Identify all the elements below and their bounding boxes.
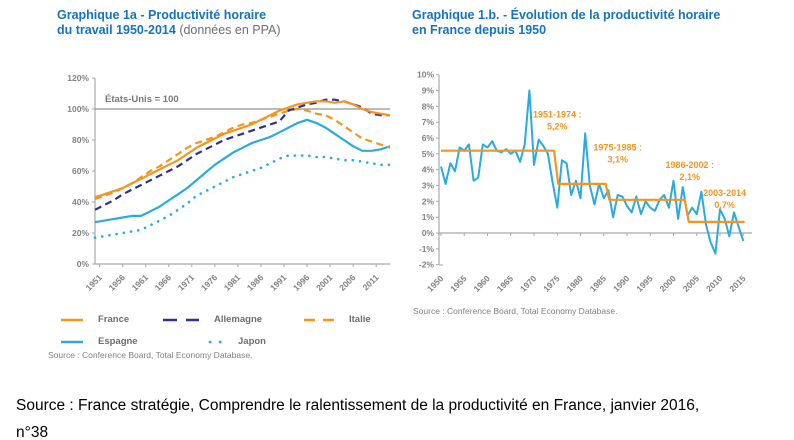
- legend-label-espagne: Espagne: [98, 336, 138, 347]
- svg-text:2001: 2001: [314, 272, 335, 293]
- svg-text:1981: 1981: [222, 272, 243, 293]
- svg-text:1975: 1975: [541, 273, 562, 294]
- svg-text:1%: 1%: [422, 212, 435, 222]
- italie-line-sample-icon: [304, 318, 334, 321]
- svg-text:1971: 1971: [176, 272, 197, 293]
- svg-text:1960: 1960: [471, 273, 492, 294]
- legend-label-italie: Italie: [349, 314, 371, 325]
- svg-text:10%: 10%: [417, 70, 434, 80]
- legend-label-japon: Japon: [238, 336, 266, 347]
- annotation-value-0: 5,2%: [547, 121, 568, 131]
- right-chart-source: Source : Conference Board, Total Economy…: [413, 306, 618, 316]
- right-chart-title-line1: Graphique 1.b. - Évolution de la product…: [412, 8, 721, 22]
- svg-text:1970: 1970: [518, 273, 539, 294]
- svg-text:1950: 1950: [425, 273, 446, 294]
- allemagne-line-sample-icon: [163, 318, 199, 321]
- series-italie: [94, 107, 391, 200]
- svg-text:20%: 20%: [72, 228, 89, 238]
- annotation-period-2: 1986-2002 :: [666, 160, 715, 170]
- right-chart-productivity-growth: 10%9%8%7%6%5%4%3%2%1%0%-1%-2%1950 1955 196…: [417, 70, 752, 294]
- svg-text:80%: 80%: [72, 135, 89, 145]
- svg-text:2%: 2%: [422, 196, 435, 206]
- reference-line-us-100: États-Unis = 100: [95, 94, 390, 110]
- svg-text:2015: 2015: [727, 273, 748, 294]
- legend-item-italie: Italie: [303, 314, 371, 325]
- right-chart-title: Graphique 1.b. - Évolution de la product…: [412, 8, 720, 38]
- svg-text:1951: 1951: [84, 272, 105, 293]
- period-annotations: 1951-1974 : 5,2% 1975-1985 : 3,1% 1986-2002 …: [533, 109, 746, 209]
- caption-line1: Source : France stratégie, Comprendre le…: [16, 397, 700, 414]
- svg-text:1990: 1990: [611, 273, 632, 294]
- annotation-period-3: 2003-2014: [703, 188, 746, 198]
- legend-label-france: France: [98, 314, 130, 325]
- series-france: [94, 100, 391, 199]
- annotation-value-1: 3,1%: [607, 155, 628, 165]
- series-allemagne: [94, 98, 390, 211]
- series-annual-growth: [440, 89, 745, 255]
- japon-line-sample-icon: [208, 340, 224, 343]
- svg-text:60%: 60%: [72, 166, 89, 176]
- svg-text:1966: 1966: [153, 272, 174, 293]
- svg-text:100%: 100%: [67, 104, 89, 114]
- svg-text:6%: 6%: [422, 133, 435, 143]
- left-axes: 120%100%80%60%40%20%0%1951 1956 1961 1966 19…: [67, 73, 390, 293]
- svg-text:3%: 3%: [422, 181, 435, 191]
- svg-text:-2%: -2%: [419, 260, 435, 270]
- left-chart-title-line1: Graphique 1a - Productivité horaire: [57, 8, 267, 22]
- svg-text:7%: 7%: [422, 117, 435, 127]
- series-espagne: [94, 118, 391, 224]
- svg-text:2011: 2011: [360, 272, 380, 292]
- svg-text:1980: 1980: [564, 273, 585, 294]
- annotation-value-2: 2,1%: [680, 172, 701, 182]
- legend-label-allemagne: Allemagne: [214, 314, 263, 325]
- legend-item-allemagne: Allemagne: [162, 314, 262, 325]
- svg-text:1965: 1965: [495, 273, 516, 294]
- annotation-period-1: 1975-1985 :: [593, 143, 642, 153]
- svg-text:1996: 1996: [291, 272, 312, 293]
- svg-text:9%: 9%: [422, 86, 435, 96]
- left-chart-title-note: (données en PPA): [179, 23, 281, 37]
- svg-text:-1%: -1%: [419, 244, 435, 254]
- left-chart-source: Source : Conference Board, Total Economy…: [48, 350, 253, 360]
- svg-text:40%: 40%: [72, 197, 89, 207]
- svg-text:1961: 1961: [130, 272, 151, 293]
- series-japon: [93, 154, 392, 239]
- legend-item-espagne: Espagne: [60, 336, 138, 347]
- svg-text:1976: 1976: [199, 272, 220, 293]
- svg-text:1986: 1986: [245, 272, 266, 293]
- svg-text:5%: 5%: [422, 149, 435, 159]
- figure-caption: Source : France stratégie, Comprendre le…: [16, 392, 788, 440]
- svg-text:2005: 2005: [681, 273, 702, 294]
- svg-text:2006: 2006: [337, 272, 358, 293]
- right-chart-title-line2: en France depuis 1950: [412, 23, 547, 37]
- france-line-sample-icon: [61, 318, 83, 321]
- legend-item-japon: Japon: [208, 336, 266, 347]
- svg-text:120%: 120%: [67, 73, 89, 83]
- legend-item-france: France: [60, 314, 129, 325]
- svg-text:4%: 4%: [422, 165, 435, 175]
- left-chart-title: Graphique 1a - Productivité horaire du t…: [57, 8, 281, 38]
- annotation-period-0: 1951-1974 :: [533, 109, 582, 119]
- series-period-average: [441, 149, 745, 223]
- svg-text:8%: 8%: [422, 101, 435, 111]
- annotation-value-3: 0,7%: [714, 200, 735, 210]
- reference-line-label: États-Unis = 100: [105, 94, 179, 105]
- svg-text:1985: 1985: [588, 273, 609, 294]
- svg-text:1956: 1956: [107, 272, 128, 293]
- caption-line2: n°38: [16, 424, 49, 440]
- svg-text:1955: 1955: [448, 273, 469, 294]
- right-axes: 10%9%8%7%6%5%4%3%2%1%0%-1%-2%1950 1955 196…: [417, 70, 752, 294]
- svg-text:2010: 2010: [704, 273, 725, 294]
- svg-text:1995: 1995: [634, 273, 655, 294]
- espagne-line-sample-icon: [61, 340, 83, 343]
- svg-text:2000: 2000: [657, 273, 678, 294]
- svg-text:0%: 0%: [77, 259, 90, 269]
- left-chart-productivity-levels: 120%100%80%60%40%20%0%1951 1956 1961 1966 19…: [67, 73, 392, 293]
- svg-text:1991: 1991: [268, 272, 289, 293]
- left-chart-title-line2: du travail 1950-2014 (données en PPA): [57, 23, 281, 37]
- svg-text:0%: 0%: [422, 228, 435, 238]
